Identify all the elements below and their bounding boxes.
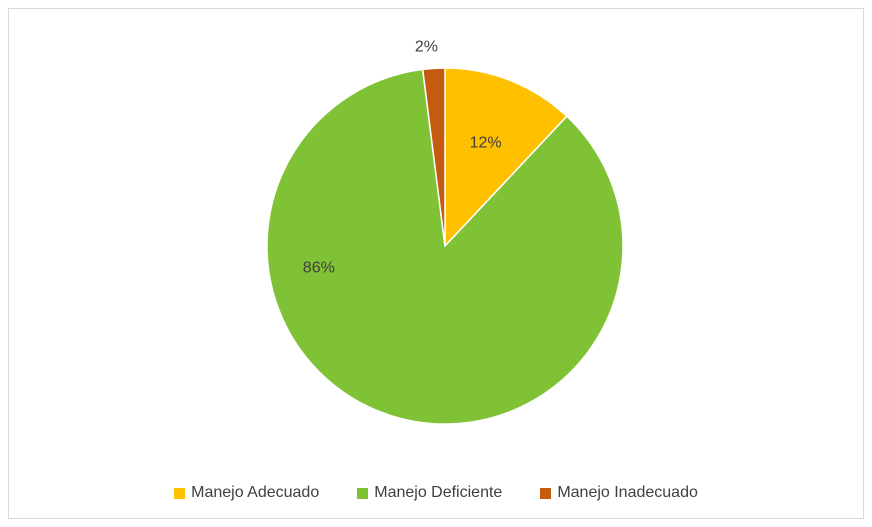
pie-labels: 12% 86% 2% bbox=[303, 38, 502, 276]
legend: Manejo Adecuado Manejo Deficiente Manejo… bbox=[0, 484, 872, 502]
pie-slices bbox=[266, 67, 624, 425]
data-label: 12% bbox=[470, 135, 502, 152]
legend-label: Manejo Inadecuado bbox=[557, 484, 698, 501]
data-label: 86% bbox=[303, 260, 335, 277]
legend-label: Manejo Adecuado bbox=[191, 484, 320, 501]
pie-slice-manejo-deficiente[interactable] bbox=[266, 68, 624, 425]
legend-swatch bbox=[357, 487, 369, 499]
pie-slice-manejo-inadecuado[interactable] bbox=[421, 67, 446, 247]
pie-slice-manejo-adecuado[interactable] bbox=[444, 67, 568, 248]
data-label: 2% bbox=[415, 38, 438, 55]
legend-swatch bbox=[540, 487, 552, 499]
legend-item-manejo-deficiente[interactable]: Manejo Deficiente bbox=[357, 484, 502, 502]
legend-item-manejo-inadecuado[interactable]: Manejo Inadecuado bbox=[540, 484, 698, 502]
legend-label: Manejo Deficiente bbox=[374, 484, 503, 501]
legend-swatch bbox=[174, 487, 186, 499]
legend-item-manejo-adecuado[interactable]: Manejo Adecuado bbox=[174, 484, 319, 502]
